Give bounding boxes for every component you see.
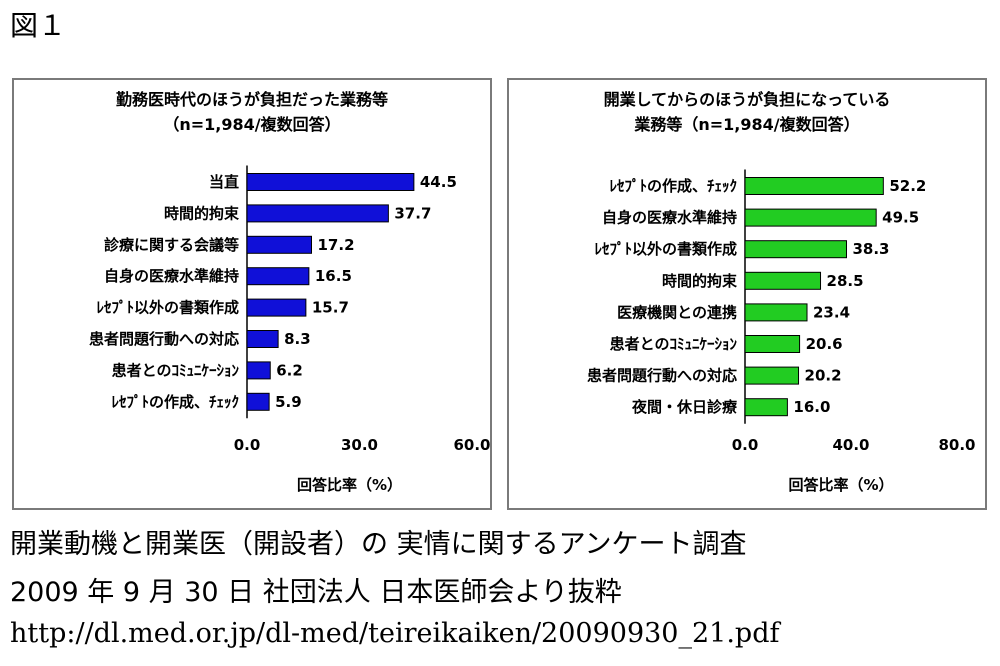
value-label: 5.9 [275, 393, 302, 411]
category-label: 自身の医療水準維持 [602, 209, 737, 227]
value-label: 38.3 [852, 240, 889, 258]
chart-left-svg: 勤務医時代のほうが負担だった業務等 （n=1,984/複数回答） 当直 44.5 時間的… [89, 90, 490, 494]
chart-title-line: （n=1,984/複数回答） [163, 115, 340, 134]
chart-title-line: 開業してからのほうが負担になっている [604, 90, 891, 109]
x-tick-label: 40.0 [832, 436, 869, 454]
x-tick-label: 0.0 [234, 436, 261, 454]
bar [744, 208, 877, 227]
bar [246, 235, 312, 254]
category-label: ﾚｾﾌﾟﾄの作成、ﾁｪｯｸ [111, 393, 239, 411]
value-label: 44.5 [420, 173, 457, 191]
value-label: 20.6 [806, 335, 843, 353]
value-label: 17.2 [318, 236, 355, 254]
x-tick-label: 0.0 [732, 436, 759, 454]
category-label: 時間的拘束 [164, 204, 240, 222]
source-title: 開業動機と開業医（開設者）の 実情に関するアンケート調査 [10, 529, 747, 560]
bar [246, 204, 389, 223]
bar [744, 240, 847, 259]
value-label: 15.7 [312, 299, 349, 317]
bar [246, 361, 271, 380]
value-label: 37.7 [394, 204, 431, 222]
value-label: 28.5 [827, 272, 864, 290]
bar [246, 173, 415, 191]
bar [246, 298, 307, 317]
bar [744, 398, 788, 417]
x-axis-label: 回答比率（%） [297, 476, 402, 494]
category-label: 自身の医療水準維持 [104, 267, 239, 285]
value-label: 16.0 [793, 398, 830, 416]
value-label: 49.5 [882, 209, 919, 227]
bar [246, 330, 279, 348]
category-label: 患者とのｺﾐｭﾆｹｰｼｮﾝ [112, 361, 240, 379]
category-label: 患者問題行動への対応 [587, 367, 737, 385]
bar [246, 392, 270, 411]
source-url[interactable]: http://dl.med.or.jp/dl-med/teireikaiken/… [10, 618, 780, 649]
bar [744, 271, 822, 290]
bar [744, 366, 800, 385]
category-label: ﾚｾﾌﾟﾄ以外の書類作成 [96, 299, 239, 317]
bar [246, 267, 310, 286]
value-label: 20.2 [805, 367, 842, 385]
category-label: 医療機関との連携 [617, 303, 737, 321]
x-tick-label: 80.0 [938, 436, 975, 454]
bar [744, 303, 808, 322]
chart-title-line: 勤務医時代のほうが負担だった業務等 [116, 90, 388, 109]
value-label: 23.4 [813, 303, 850, 321]
value-label: 52.2 [889, 177, 926, 195]
source-date: 2009 年 9 月 30 日 社団法人 日本医師会より抜粋 [10, 577, 622, 608]
category-label: 夜間・休日診療 [631, 398, 738, 416]
chart-title-line: 業務等（n=1,984/複数回答） [633, 115, 859, 134]
figure-label: 図１ [10, 9, 67, 42]
bar [744, 177, 884, 195]
chart-panel-left: 勤務医時代のほうが負担だった業務等 （n=1,984/複数回答） 当直 44.5 時間的… [12, 78, 492, 510]
chart-panel-right: 開業してからのほうが負担になっている 業務等（n=1,984/複数回答） ﾚｾﾌﾟﾄ… [507, 78, 987, 510]
bar [744, 335, 801, 353]
value-label: 16.5 [315, 267, 352, 285]
category-label: 当直 [209, 173, 239, 191]
category-label: 時間的拘束 [662, 272, 738, 290]
category-label: 診療に関する会議等 [104, 236, 239, 254]
category-label: ﾚｾﾌﾟﾄ以外の書類作成 [594, 240, 737, 258]
category-label: ﾚｾﾌﾟﾄの作成、ﾁｪｯｸ [609, 177, 737, 195]
value-label: 6.2 [276, 361, 303, 379]
category-label: 患者問題行動への対応 [89, 330, 239, 348]
x-tick-label: 30.0 [341, 436, 378, 454]
x-axis-label: 回答比率（%） [788, 476, 893, 494]
x-tick-label: 60.0 [453, 436, 490, 454]
value-label: 8.3 [284, 330, 311, 348]
category-label: 患者とのｺﾐｭﾆｹｰｼｮﾝ [610, 335, 738, 353]
